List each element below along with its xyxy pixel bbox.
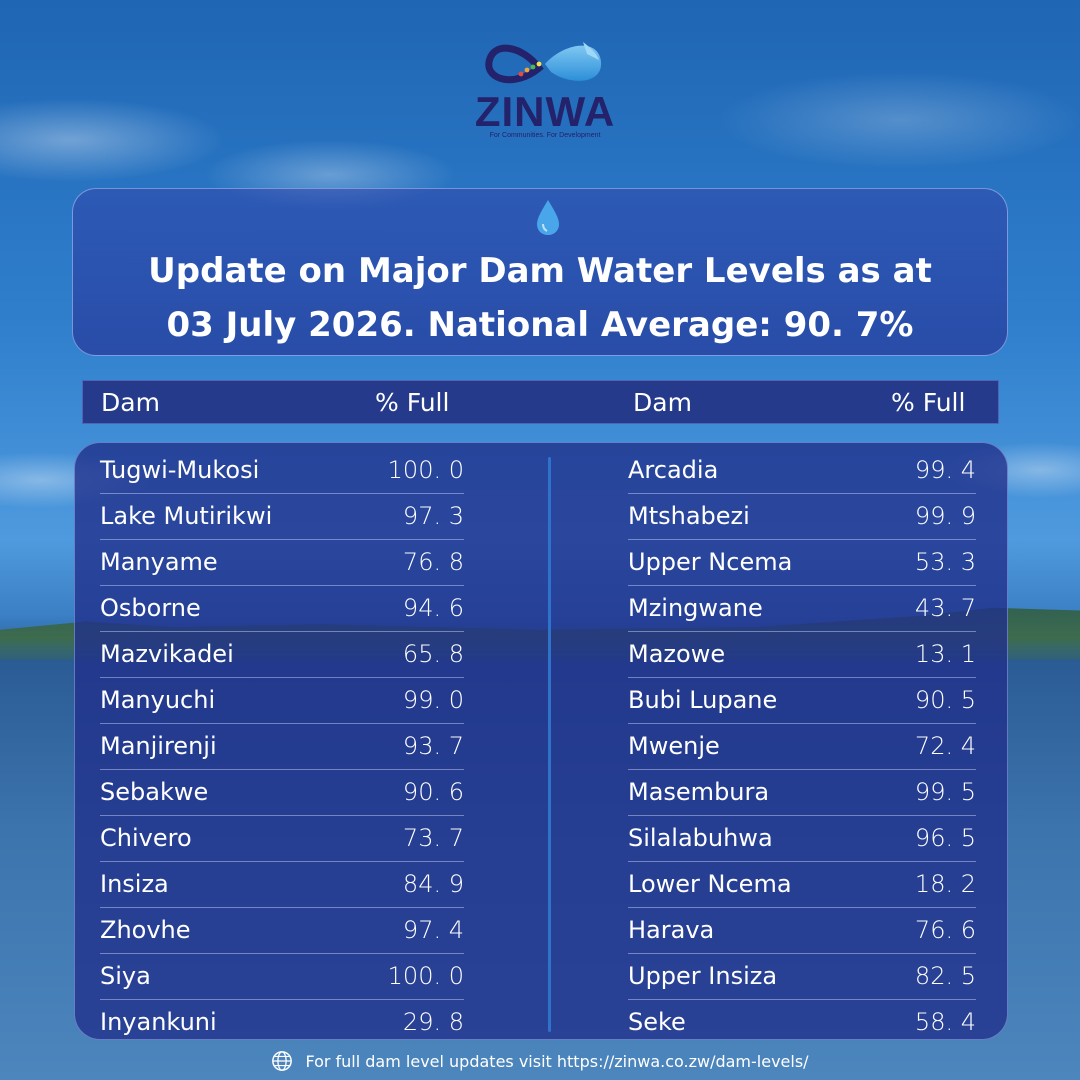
table-row: Siya 100. 0 [100,954,464,1000]
dam-percent-full: 58. 4 [914,1008,976,1036]
dam-percent-full: 100. 0 [387,962,464,990]
table-row: Mazowe 13. 1 [628,632,976,678]
page-title: Update on Major Dam Water Levels as at 0… [72,244,1008,352]
table-row: Lower Ncema 18. 2 [628,862,976,908]
dam-name: Seke [628,1008,686,1036]
dam-name: Upper Insiza [628,962,778,990]
dam-percent-full: 76. 6 [914,916,976,944]
table-row: Arcadia 99. 4 [628,448,976,494]
dam-name: Tugwi-Mukosi [100,456,260,484]
table-row: Sebakwe 90. 6 [100,770,464,816]
table-header: Dam % Full Dam % Full [82,380,999,424]
dam-percent-full: 90. 6 [402,778,464,806]
table-row: Mzingwane 43. 7 [628,586,976,632]
table-row: Zhovhe 97. 4 [100,908,464,954]
water-drop-icon [537,200,559,235]
dam-name: Manjirenji [100,732,217,760]
dam-name: Manyame [100,548,218,576]
title-line-1: Update on Major Dam Water Levels as at [148,251,932,291]
table-row: Tugwi-Mukosi 100. 0 [100,448,464,494]
dam-name: Insiza [100,870,169,898]
table-row: Upper Ncema 53. 3 [628,540,976,586]
dam-percent-full: 13. 1 [914,640,976,668]
dam-name: Upper Ncema [628,548,793,576]
header-full-left: % Full [375,388,450,417]
dam-name: Arcadia [628,456,719,484]
logo-tagline: For Communities. For Development [489,132,601,139]
dam-name: Bubi Lupane [628,686,778,714]
table-row: Mwenje 72. 4 [628,724,976,770]
table-row: Harava 76. 6 [628,908,976,954]
dam-percent-full: 90. 5 [914,686,976,714]
header-dam-right: Dam [633,388,692,417]
table-row: Insiza 84. 9 [100,862,464,908]
dam-name: Zhovhe [100,916,191,944]
dam-percent-full: 43. 7 [914,594,976,622]
dam-name: Mtshabezi [628,502,750,530]
dam-name: Mazowe [628,640,726,668]
dam-percent-full: 82. 5 [914,962,976,990]
dam-percent-full: 99. 9 [914,502,976,530]
dam-percent-full: 76. 8 [402,548,464,576]
dam-percent-full: 72. 4 [914,732,976,760]
dam-percent-full: 84. 9 [402,870,464,898]
header-dam-left: Dam [101,388,160,417]
right-dam-column: Arcadia 99. 4 Mtshabezi 99. 9 Upper Ncema 53.… [628,448,976,1046]
dam-name: Masembura [628,778,770,806]
table-row: Mazvikadei 65. 8 [100,632,464,678]
table-row: Silalabuhwa 96. 5 [628,816,976,862]
column-divider [548,457,551,1032]
table-row: Seke 58. 4 [628,1000,976,1046]
left-dam-column: Tugwi-Mukosi 100. 0 Lake Mutirikwi 97. 3 Man… [100,448,464,1046]
header-full-right: % Full [891,388,966,417]
zinwa-logo: ZINWA For Communities. For Development [460,36,630,151]
dam-percent-full: 99. 5 [914,778,976,806]
dam-name: Mazvikadei [100,640,234,668]
dam-percent-full: 94. 6 [402,594,464,622]
table-row: Upper Insiza 82. 5 [628,954,976,1000]
table-row: Manjirenji 93. 7 [100,724,464,770]
dam-name: Inyankuni [100,1008,217,1036]
dam-table [74,442,1008,1040]
dam-name: Osborne [100,594,201,622]
dam-percent-full: 18. 2 [914,870,976,898]
dam-percent-full: 97. 3 [402,502,464,530]
dam-percent-full: 73. 7 [402,824,464,852]
dam-name: Lower Ncema [628,870,792,898]
dam-name: Mwenje [628,732,720,760]
dam-percent-full: 100. 0 [387,456,464,484]
dam-name: Silalabuhwa [628,824,773,852]
dam-name: Chivero [100,824,192,852]
table-row: Inyankuni 29. 8 [100,1000,464,1046]
infinity-drop-icon [485,42,602,84]
table-row: Manyame 76. 8 [100,540,464,586]
table-row: Osborne 94. 6 [100,586,464,632]
dam-percent-full: 65. 8 [402,640,464,668]
dam-percent-full: 29. 8 [402,1008,464,1036]
title-card [72,188,1008,356]
dam-name: Sebakwe [100,778,209,806]
table-row: Mtshabezi 99. 9 [628,494,976,540]
dam-percent-full: 96. 5 [914,824,976,852]
title-line-2: 03 July 2026. National Average: 90. 7% [166,305,914,345]
dam-percent-full: 99. 4 [914,456,976,484]
table-row: Lake Mutirikwi 97. 3 [100,494,464,540]
table-row: Bubi Lupane 90. 5 [628,678,976,724]
globe-icon [272,1051,293,1071]
table-row: Masembura 99. 5 [628,770,976,816]
dam-name: Lake Mutirikwi [100,502,273,530]
table-row: Manyuchi 99. 0 [100,678,464,724]
logo-wordmark: ZINWA [474,88,616,135]
dam-percent-full: 53. 3 [914,548,976,576]
dam-name: Manyuchi [100,686,216,714]
dam-percent-full: 99. 0 [402,686,464,714]
dam-name: Mzingwane [628,594,763,622]
dam-percent-full: 93. 7 [402,732,464,760]
dam-percent-full: 97. 4 [402,916,464,944]
footer-link-text[interactable]: For full dam level updates visit https:/… [305,1051,809,1071]
footer: For full dam level updates visit https:/… [0,1046,1080,1076]
dam-name: Harava [628,916,715,944]
dam-name: Siya [100,962,151,990]
table-row: Chivero 73. 7 [100,816,464,862]
